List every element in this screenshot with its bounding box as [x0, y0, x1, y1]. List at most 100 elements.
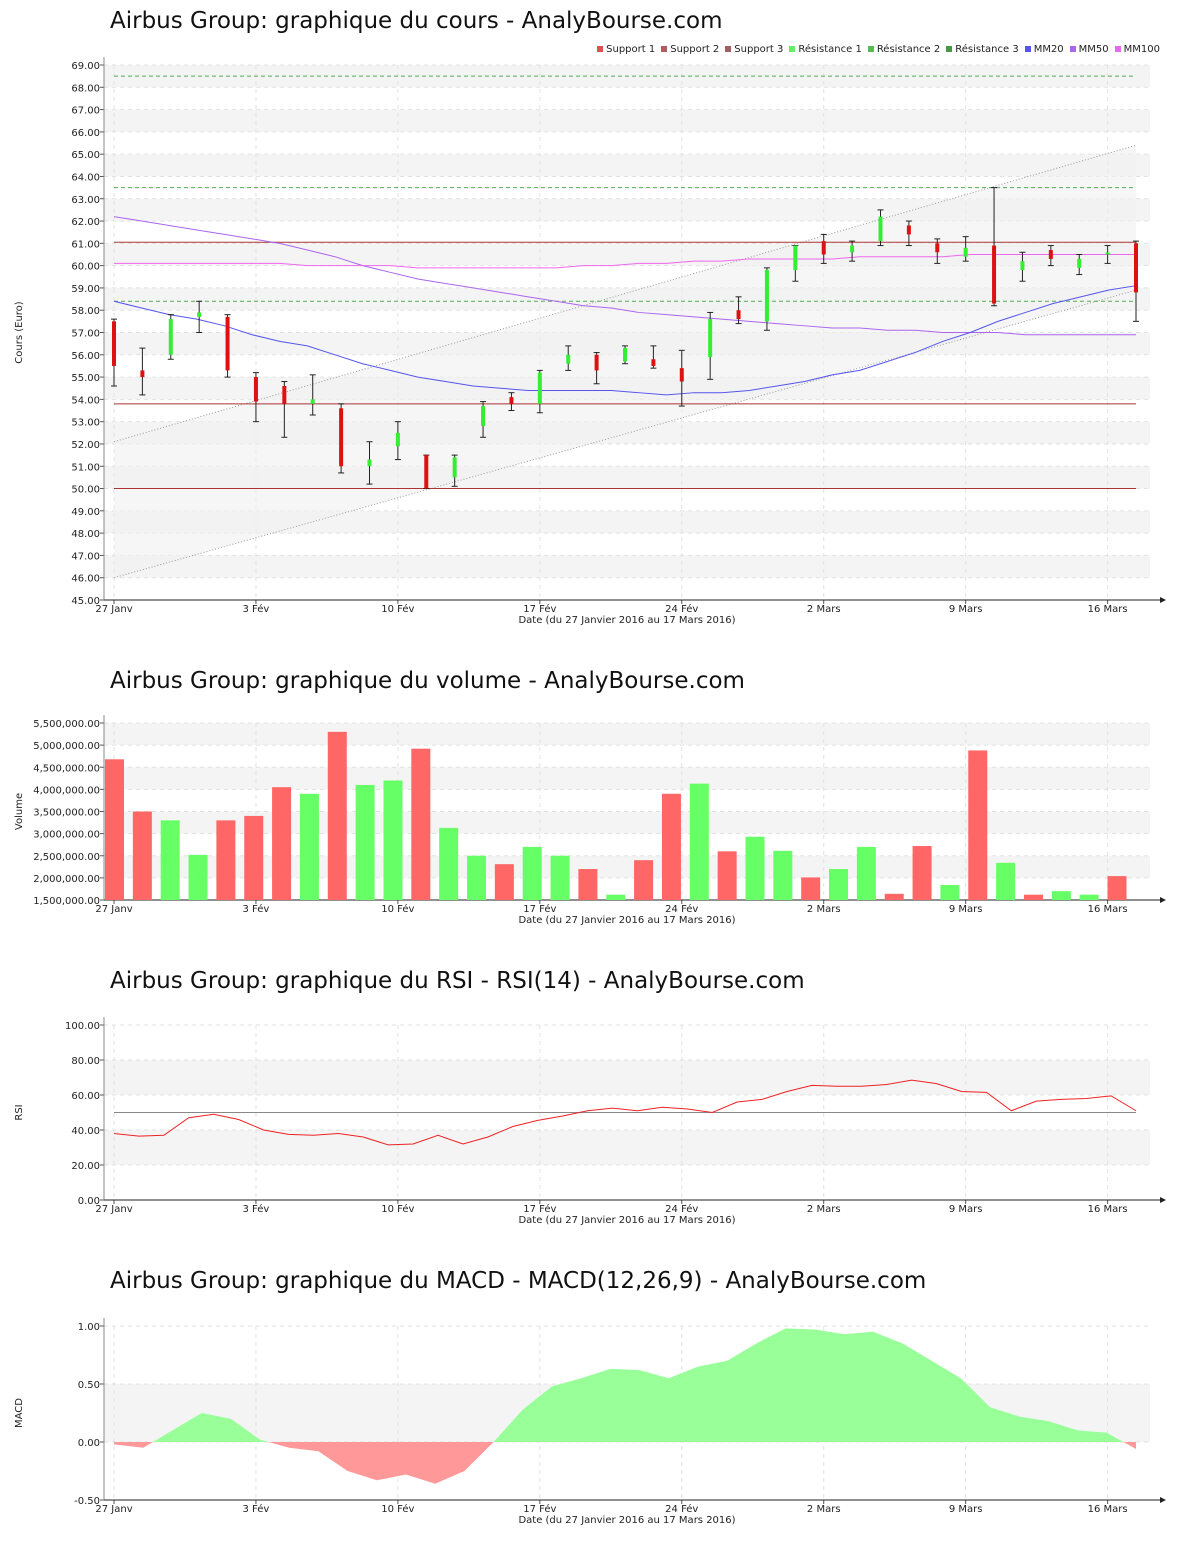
volume-bar — [299, 793, 319, 900]
candle-body — [736, 310, 741, 320]
legend-label: MM50 — [1078, 44, 1109, 55]
candle-body — [793, 245, 798, 271]
x-tick-label: 27 Janv — [95, 604, 132, 615]
y-tick-label: 5,500,000.00 — [33, 719, 100, 730]
candle-body — [537, 372, 542, 404]
y-tick-label: 46.00 — [71, 574, 100, 585]
x-tick-label: 24 Fév — [665, 603, 698, 615]
volume-bar — [383, 780, 403, 900]
grid-stripe — [104, 767, 1150, 790]
macd-area-positive — [493, 1328, 1124, 1442]
volume-bar — [856, 846, 876, 900]
legend-label: Résistance 3 — [955, 44, 1019, 55]
y-tick-label: 100.00 — [65, 1021, 100, 1032]
candle-body — [1020, 261, 1025, 271]
x-axis-label: Date (du 27 Janvier 2016 au 17 Mars 2016… — [518, 615, 735, 626]
legend-swatch — [946, 46, 953, 52]
volume-bar — [661, 793, 681, 900]
volume-bar — [105, 759, 124, 900]
y-tick-label: 4,500,000.00 — [33, 763, 100, 774]
x-tick-label: 24 Fév — [665, 1203, 698, 1215]
price-legend: Support 1 Support 2 Support 3 Résistance 1 R… — [591, 44, 1160, 55]
y-tick-label: 1,500,000.00 — [33, 896, 100, 907]
volume-bar — [940, 884, 960, 900]
y-tick-label: 48.00 — [71, 529, 100, 540]
x-tick-label: 17 Fév — [523, 1503, 556, 1515]
legend-item: MM20 — [1024, 44, 1064, 55]
legend-swatch — [789, 46, 796, 52]
x-tick-label: 3 Fév — [243, 903, 270, 915]
volume-bar — [467, 855, 487, 900]
x-axis-arrow — [1160, 1497, 1166, 1503]
candle-body — [395, 432, 400, 447]
y-tick-label: 49.00 — [71, 507, 100, 518]
legend-swatch — [1024, 46, 1031, 52]
x-tick-label: 9 Mars — [949, 604, 983, 615]
y-tick-label: 0.00 — [78, 1438, 100, 1449]
volume-bar — [773, 850, 793, 900]
y-tick-label: 4,000,000.00 — [33, 785, 100, 796]
y-tick-label: 58.00 — [71, 306, 100, 317]
grid-stripe — [104, 198, 1150, 222]
grid-stripe — [104, 723, 1150, 746]
legend-item: MM100 — [1114, 44, 1160, 55]
volume-bar — [606, 894, 626, 900]
x-tick-label: 16 Mars — [1088, 1504, 1128, 1515]
mm50-line — [113, 216, 1136, 336]
candle-body — [594, 354, 599, 371]
volume-bar — [968, 750, 988, 900]
candle-body — [168, 319, 173, 355]
x-tick-label: 3 Fév — [243, 1503, 270, 1515]
candle-body — [140, 370, 145, 378]
x-tick-label: 10 Fév — [381, 1503, 414, 1515]
macd-area-negative — [268, 1442, 494, 1484]
y-tick-label: 3,500,000.00 — [33, 808, 100, 819]
x-tick-label: 9 Mars — [949, 1204, 983, 1215]
volume-bar — [689, 783, 709, 900]
x-tick-label: 9 Mars — [949, 1504, 983, 1515]
volume-bar — [494, 864, 514, 900]
x-tick-label: 10 Fév — [381, 1203, 414, 1215]
candle-body — [708, 319, 713, 358]
volume-panel: Airbus Group: graphique du volume - Anal… — [0, 660, 1200, 940]
candle-body — [679, 368, 684, 382]
x-tick-label: 2 Mars — [807, 904, 841, 915]
macd-area-negative — [114, 1442, 153, 1448]
grid-stripe — [104, 555, 1150, 578]
volume-bar — [132, 811, 152, 900]
x-tick-label: 10 Fév — [381, 603, 414, 615]
y-tick-label: 0.00 — [78, 1196, 100, 1207]
legend-swatch — [725, 46, 732, 52]
volume-bar — [996, 862, 1016, 900]
x-tick-label: 2 Mars — [807, 1204, 841, 1215]
y-tick-label: 2,500,000.00 — [33, 852, 100, 863]
y-tick-label: 5,000,000.00 — [33, 741, 100, 752]
y-tick-label: 62.00 — [71, 217, 100, 228]
legend-swatch — [1069, 46, 1076, 52]
grid-stripe — [104, 1060, 1150, 1095]
volume-bar — [411, 748, 431, 900]
candle-body — [367, 459, 372, 467]
y-tick-label: 45.00 — [71, 596, 100, 607]
y-tick-label: -0.50 — [74, 1496, 100, 1507]
y-tick-label: 52.00 — [71, 440, 100, 451]
x-tick-label: 24 Fév — [665, 1503, 698, 1515]
x-axis-arrow — [1160, 597, 1166, 603]
legend-swatch — [661, 46, 668, 52]
candle-body — [225, 316, 230, 371]
x-tick-label: 27 Janv — [95, 1504, 132, 1515]
candle-body — [623, 348, 627, 362]
legend-swatch — [1114, 46, 1121, 52]
candle-body — [282, 386, 287, 404]
y-tick-label: 56.00 — [71, 351, 100, 362]
legend-item: Support 3 — [725, 44, 783, 55]
legend-label: Résistance 1 — [798, 44, 862, 55]
x-tick-label: 3 Fév — [243, 1203, 270, 1215]
y-tick-label: 54.00 — [71, 395, 100, 406]
x-tick-label: 24 Fév — [665, 903, 698, 915]
y-tick-label: 51.00 — [71, 462, 100, 473]
y-tick-label: 60.00 — [71, 1091, 100, 1102]
macd-panel: Airbus Group: graphique du MACD - MACD(1… — [0, 1260, 1200, 1550]
candle-body — [253, 377, 258, 402]
volume-bar — [550, 855, 570, 900]
